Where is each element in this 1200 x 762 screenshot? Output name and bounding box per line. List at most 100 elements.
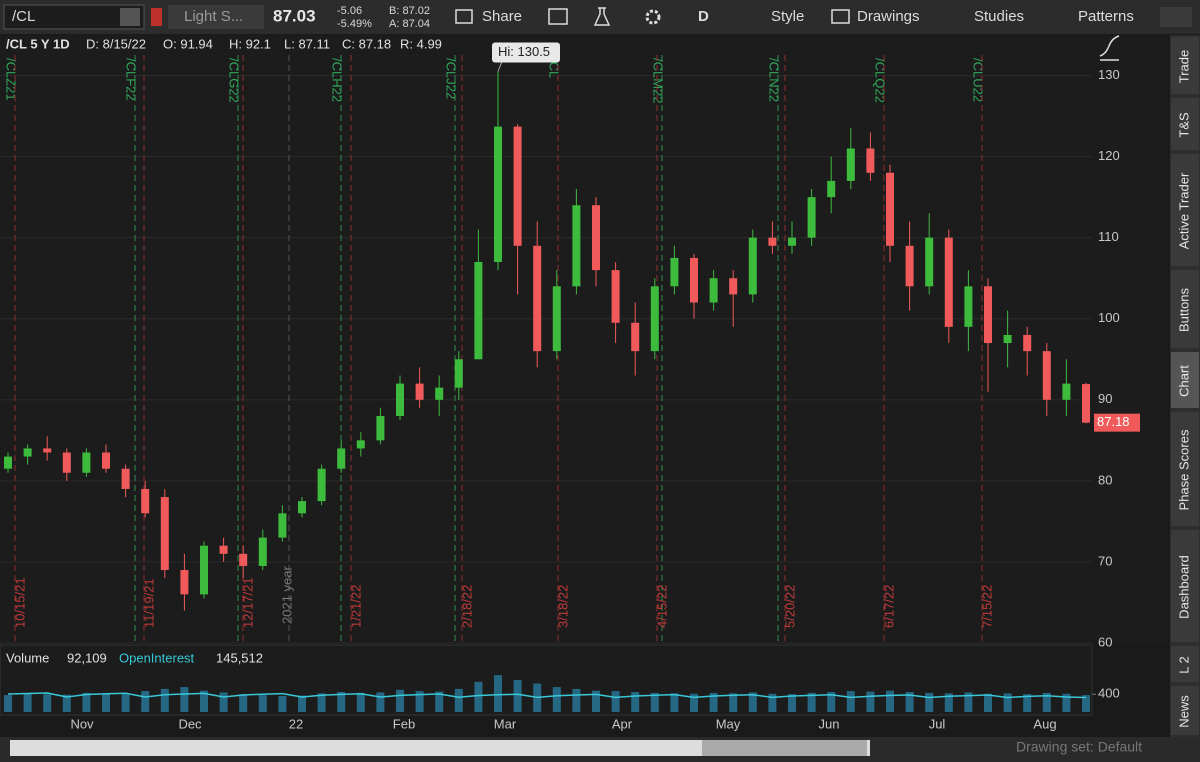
symbol-dropdown[interactable] — [120, 8, 140, 26]
contract-label: /CLH22 — [330, 58, 345, 102]
volume-bar — [435, 691, 444, 712]
volume-bar — [592, 690, 600, 712]
volume-bar — [905, 692, 914, 712]
side-tab-label[interactable]: Active Trader — [1176, 172, 1191, 249]
expiry-label: 6/17/22 — [881, 585, 896, 628]
x-tick-label: Dec — [178, 716, 202, 731]
candle-body — [62, 452, 71, 473]
expiry-label: 3/18/22 — [555, 585, 570, 628]
study-icon — [1099, 35, 1120, 61]
candle-body — [4, 456, 12, 469]
side-tab[interactable] — [1171, 646, 1199, 682]
candle-body — [317, 468, 326, 502]
side-tab-label[interactable]: Chart — [1176, 365, 1191, 397]
side-tab[interactable] — [1171, 352, 1199, 408]
candle-body — [454, 359, 463, 388]
side-tab[interactable] — [1171, 154, 1199, 266]
x-tick-label: Nov — [70, 716, 94, 731]
side-tab-label[interactable]: L 2 — [1176, 656, 1191, 674]
volume-bar — [944, 693, 953, 712]
settings-icon[interactable] — [645, 9, 661, 25]
volume-bar — [1003, 693, 1012, 712]
y-tick-label: 80 — [1098, 472, 1112, 487]
candle-body — [984, 286, 992, 344]
drawings-button[interactable]: Drawings — [857, 8, 920, 25]
candle-body — [141, 488, 150, 514]
volume-bar — [200, 690, 208, 712]
studies-button[interactable]: Studies — [974, 8, 1024, 25]
volume-bar — [396, 689, 404, 712]
volume-bar — [494, 675, 502, 712]
volume-tick-label: 400 — [1098, 686, 1120, 701]
side-tab-label[interactable]: Dashboard — [1176, 555, 1191, 619]
header-date: D: 8/15/22 — [86, 36, 146, 51]
volume-bar — [298, 695, 306, 712]
side-tab[interactable] — [1171, 37, 1199, 94]
candle-body — [415, 383, 424, 400]
volume-bar — [768, 693, 777, 712]
candle-body — [729, 278, 738, 295]
header-close: C: 87.18 — [342, 36, 391, 51]
volume-bar — [611, 691, 620, 712]
contract-label: /CLG22 — [227, 58, 242, 103]
volume-bar — [337, 692, 346, 712]
side-tab-label[interactable]: T&S — [1176, 112, 1191, 138]
side-tab[interactable] — [1171, 530, 1199, 642]
scrollbar-thumb[interactable] — [702, 740, 867, 756]
style-button[interactable]: Style — [771, 8, 804, 25]
share-button[interactable]: Share — [482, 8, 522, 25]
volume-bar — [258, 695, 267, 712]
candle-body — [376, 416, 385, 441]
candle-body — [1042, 351, 1051, 400]
year-label: 2021 year — [279, 566, 294, 624]
scrollbar-track[interactable] — [10, 740, 870, 756]
x-tick-label: Feb — [393, 716, 415, 731]
volume-bar — [709, 692, 718, 712]
snapshot-icon[interactable] — [548, 8, 568, 25]
candle-body — [1082, 384, 1090, 423]
price-axis — [1092, 35, 1168, 643]
volume-bar — [886, 690, 894, 712]
side-tab-label[interactable]: Trade — [1176, 50, 1191, 83]
candle-body — [846, 148, 855, 181]
volume-value: 92,109 — [67, 650, 107, 665]
candle-body — [219, 545, 228, 554]
symbol: /CL — [12, 8, 35, 25]
candle-body — [964, 286, 973, 327]
close-box[interactable] — [1160, 7, 1192, 27]
side-tab[interactable] — [1171, 98, 1199, 150]
candle-body — [611, 270, 620, 323]
candle-body — [944, 237, 953, 327]
volume-bar — [1062, 693, 1071, 712]
header-low: L: 87.11 — [284, 36, 330, 51]
drawings-icon[interactable] — [831, 9, 850, 24]
side-tab[interactable] — [1171, 412, 1199, 526]
expiry-label: 1/21/22 — [348, 585, 363, 628]
contract-label: /CLF22 — [124, 58, 139, 101]
desc-box — [168, 5, 264, 29]
y-tick-label: 60 — [1098, 634, 1112, 649]
volume-bar — [278, 696, 287, 712]
side-tab-label[interactable]: News — [1176, 695, 1191, 728]
x-tick-label: Aug — [1033, 716, 1056, 731]
side-tab[interactable] — [1171, 270, 1199, 348]
share-icon[interactable] — [455, 9, 473, 24]
candle-body — [788, 237, 796, 246]
side-tab-label[interactable]: Buttons — [1176, 287, 1191, 332]
side-tab[interactable] — [1171, 686, 1199, 735]
aggregation[interactable]: D — [698, 8, 709, 25]
y-tick-label: 100 — [1098, 310, 1120, 325]
drawing-set[interactable]: Drawing set: Default — [1016, 739, 1142, 755]
expiry-label: 4/15/22 — [654, 585, 669, 628]
flask-icon[interactable] — [593, 7, 611, 26]
hi-pointer — [497, 61, 503, 72]
expiry-label: 5/20/22 — [782, 585, 797, 628]
patterns-button[interactable]: Patterns — [1078, 8, 1134, 25]
y-tick-label: 90 — [1098, 391, 1112, 406]
volume-bar — [729, 693, 738, 712]
side-tab-label[interactable]: Phase Scores — [1176, 429, 1191, 510]
link-badge[interactable] — [151, 8, 162, 26]
ask: A: 87.04 — [389, 18, 430, 30]
volume-bar — [180, 687, 189, 712]
